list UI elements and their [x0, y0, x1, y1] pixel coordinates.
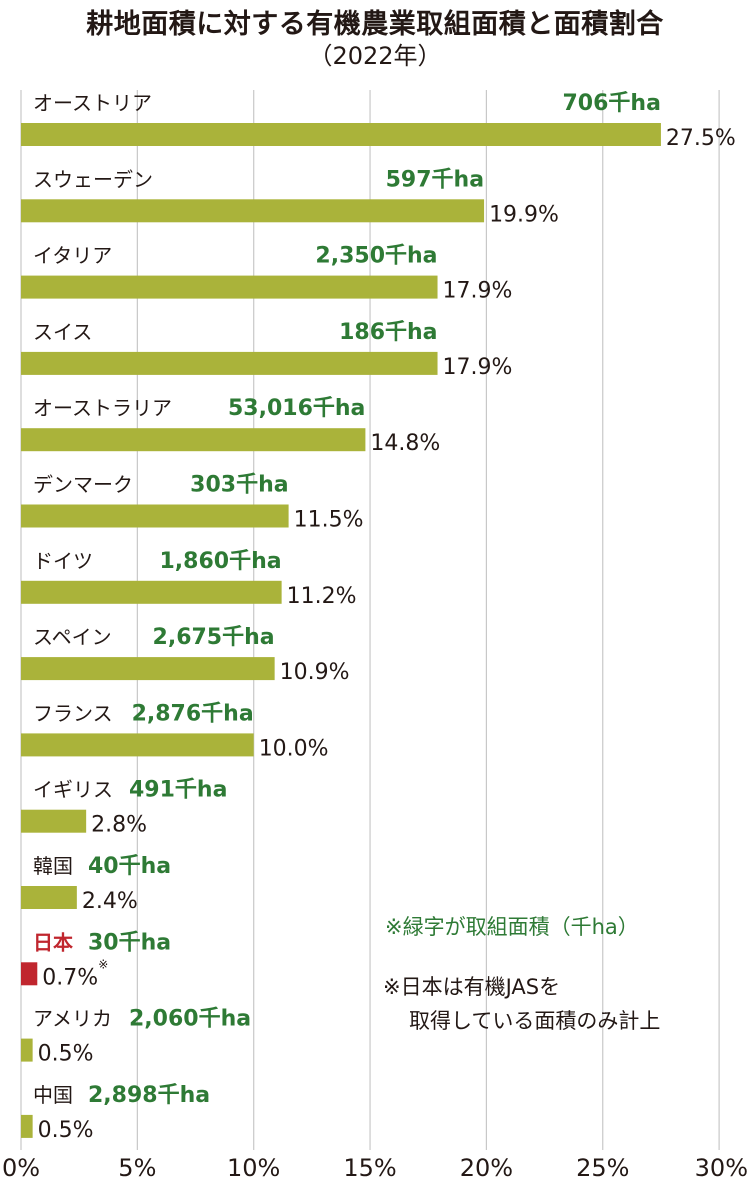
category-label: イギリス — [33, 778, 113, 802]
area-label: 303千ha — [190, 473, 288, 498]
bar — [21, 123, 661, 146]
category-label: デンマーク — [33, 473, 133, 497]
area-label: 706千ha — [562, 91, 660, 116]
bar — [21, 657, 275, 681]
bar — [21, 580, 282, 604]
value-label: 0.7% — [42, 965, 98, 990]
bar — [21, 733, 254, 757]
category-label: 中国 — [33, 1083, 73, 1107]
value-label: 17.9% — [443, 279, 513, 304]
bar — [21, 886, 77, 909]
category-label: オーストリア — [33, 91, 152, 115]
x-tick-label: 20% — [460, 1154, 513, 1182]
area-label: 2,350千ha — [315, 244, 437, 269]
value-note-mark: ※ — [98, 957, 108, 971]
category-label: 韓国 — [33, 854, 73, 878]
bar — [21, 428, 366, 452]
area-label: 2,876千ha — [132, 701, 254, 726]
area-label: 2,060千ha — [129, 1007, 251, 1032]
value-label: 0.5% — [38, 1118, 94, 1143]
area-label: 491千ha — [129, 778, 227, 803]
x-tick-label: 5% — [118, 1154, 156, 1182]
x-tick-label: 15% — [343, 1154, 396, 1182]
value-label: 11.5% — [294, 508, 364, 533]
value-label: 19.9% — [489, 202, 559, 227]
x-tick-label: 0% — [2, 1154, 40, 1182]
bar — [21, 351, 438, 375]
category-label: スペイン — [33, 625, 112, 649]
value-label: 17.9% — [443, 355, 513, 380]
area-label: 186千ha — [339, 320, 437, 345]
value-label: 2.4% — [82, 889, 138, 914]
category-label: 日本 — [33, 930, 73, 954]
bar — [21, 275, 438, 299]
category-label: イタリア — [33, 244, 112, 268]
chart-title: 耕地面積に対する有機農業取組面積と面積割合 — [86, 9, 664, 40]
category-label: オーストラリア — [33, 396, 172, 420]
value-label: 27.5% — [666, 126, 736, 151]
bar — [21, 1114, 33, 1138]
area-label: 2,898千ha — [88, 1083, 210, 1108]
value-label: 2.8% — [91, 813, 147, 838]
bar — [21, 199, 485, 223]
note-japan-line1: ※日本は有機JASを — [383, 975, 561, 999]
area-label: 40千ha — [88, 854, 171, 879]
area-label: 1,860千ha — [160, 549, 282, 574]
area-label: 53,016千ha — [228, 396, 365, 421]
category-label: スウェーデン — [33, 167, 153, 191]
note-japan-line2: 取得している面積のみ計上 — [409, 1009, 661, 1033]
note-japan-jas: ※日本は有機JASを 取得している面積のみ計上 — [383, 970, 743, 1038]
category-label: フランス — [33, 701, 113, 725]
area-label: 30千ha — [88, 930, 171, 955]
bar — [21, 809, 87, 833]
value-label: 11.2% — [287, 584, 357, 609]
x-tick-label: 25% — [576, 1154, 629, 1182]
category-label: スイス — [33, 320, 92, 344]
category-label: ドイツ — [33, 549, 93, 573]
chart-subtitle: （2022年） — [308, 42, 442, 70]
value-label: 0.5% — [38, 1042, 94, 1067]
area-label: 597千ha — [386, 167, 484, 192]
area-label: 2,675千ha — [153, 625, 275, 650]
value-label: 10.9% — [280, 660, 350, 685]
value-label: 10.0% — [259, 736, 329, 761]
category-label: アメリカ — [33, 1007, 112, 1031]
bar — [21, 504, 289, 528]
bar — [21, 1038, 33, 1062]
note-green-text: ※緑字が取組面積（千ha） — [385, 915, 639, 939]
x-tick-label: 10% — [227, 1154, 280, 1182]
x-tick-label: 30% — [695, 1154, 748, 1182]
bar — [21, 962, 38, 986]
value-label: 14.8% — [370, 431, 440, 456]
